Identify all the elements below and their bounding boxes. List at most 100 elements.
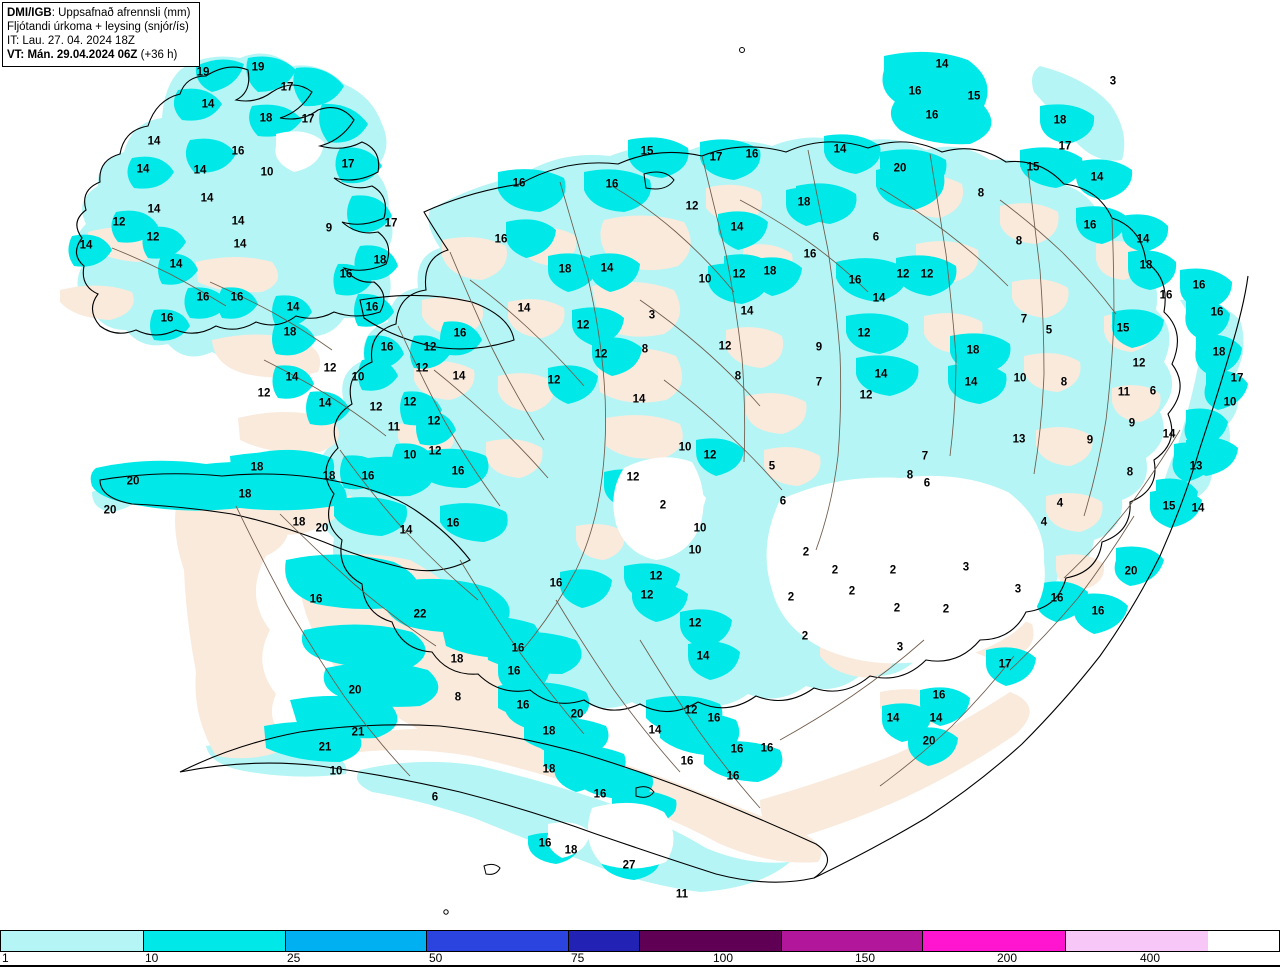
map-value-label: 11 xyxy=(387,421,401,434)
map-value-label: 3 xyxy=(896,641,904,654)
map-value-label: 17 xyxy=(341,158,355,171)
info-subtitle: Fljótandi úrkoma + leysing (snjór/ís) xyxy=(7,21,189,34)
map-value-label: 18 xyxy=(292,516,306,529)
map-value-label: 18 xyxy=(450,653,464,666)
map-value-label: 2 xyxy=(831,564,839,577)
map-value-label: 2 xyxy=(889,564,897,577)
map-value-label: 16 xyxy=(1091,605,1105,618)
map-value-label: 14 xyxy=(517,302,531,315)
map-value-label: 12 xyxy=(732,268,746,281)
map-value-label: 8 xyxy=(1126,466,1134,479)
map-value-label: 14 xyxy=(79,239,93,252)
map-value-label: 10 xyxy=(688,544,702,557)
legend-tick-400: 400 xyxy=(1140,951,1161,965)
map-value-label: 14 xyxy=(929,712,943,725)
map-value-label: 14 xyxy=(648,724,662,737)
map-value-label: 7 xyxy=(921,450,929,463)
map-value-label: 16 xyxy=(451,465,465,478)
map-value-label: 2 xyxy=(848,585,856,598)
legend-tick-100: 100 xyxy=(713,951,734,965)
map-value-label: 10 xyxy=(329,765,343,778)
map-value-label: 16 xyxy=(494,233,508,246)
map-value-label: 18 xyxy=(373,254,387,267)
map-value-label: 12 xyxy=(427,415,441,428)
map-value-label: 21 xyxy=(351,726,365,739)
map-value-label: 16 xyxy=(760,742,774,755)
legend-tick-50: 50 xyxy=(429,951,443,965)
map-value-label: 12 xyxy=(423,341,437,354)
map-value-label: 9 xyxy=(1086,434,1094,447)
map-value-label: 2 xyxy=(801,630,809,643)
map-value-label: 12 xyxy=(718,340,732,353)
map-value-label: 16 xyxy=(511,642,525,655)
map-value-label: 12 xyxy=(857,327,871,340)
map-value-label: 16 xyxy=(516,699,530,712)
legend-band-100 xyxy=(639,931,782,951)
map-value-label: 16 xyxy=(160,312,174,325)
map-value-label: 21 xyxy=(318,741,332,754)
map-value-label: 3 xyxy=(962,561,970,574)
map-value-label: 16 xyxy=(507,665,521,678)
map-value-label: 15 xyxy=(967,90,981,103)
map-value-label: 14 xyxy=(452,370,466,383)
legend-band-200 xyxy=(923,931,1067,951)
map-value-label: 16 xyxy=(339,268,353,281)
coastline xyxy=(75,66,1249,883)
map-value-label: 2 xyxy=(659,499,667,512)
map-value-label: 20 xyxy=(348,684,362,697)
map-value-label: 6 xyxy=(779,495,787,508)
map-value-label: 14 xyxy=(730,221,744,234)
map-value-label: 13 xyxy=(1012,433,1026,446)
map-value-label: 17 xyxy=(709,151,723,164)
map-value-label: 16 xyxy=(196,291,210,304)
map-value-label: 20 xyxy=(315,522,329,535)
map-value-label: 14 xyxy=(231,215,245,228)
map-value-label: 14 xyxy=(872,292,886,305)
map-value-label: 14 xyxy=(833,143,847,156)
map-value-label: 17 xyxy=(301,113,315,126)
legend-band-75 xyxy=(569,931,640,951)
map-value-label: 12 xyxy=(369,401,383,414)
map-value-label: 6 xyxy=(1149,385,1157,398)
info-source: DMI/IGB xyxy=(7,7,52,19)
map-value-label: 18 xyxy=(283,326,297,339)
legend-tick-10: 10 xyxy=(145,951,159,965)
map-value-label: 8 xyxy=(454,691,462,704)
map-value-label: 15 xyxy=(1116,322,1130,335)
map-value-label: 14 xyxy=(632,393,646,406)
map-value-label: 14 xyxy=(169,258,183,271)
map-value-label: 12 xyxy=(859,389,873,402)
map-value-label: 12 xyxy=(547,374,561,387)
legend-tick-75: 75 xyxy=(571,951,585,965)
map-value-label: 20 xyxy=(893,162,907,175)
map-value-label: 16 xyxy=(380,341,394,354)
map-value-label: 14 xyxy=(147,135,161,148)
map-value-label: 10 xyxy=(1223,396,1237,409)
map-value-label: 12 xyxy=(257,387,271,400)
map-value-label: 16 xyxy=(1050,592,1064,605)
map-value-label: 11 xyxy=(1117,386,1131,399)
map-value-label: 14 xyxy=(285,371,299,384)
map-value-label: 18 xyxy=(322,470,336,483)
map-value-label: 14 xyxy=(600,262,614,275)
map-value-label: 16 xyxy=(538,837,552,850)
map-value-label: 18 xyxy=(558,263,572,276)
map-value-label: 12 xyxy=(112,216,126,229)
map-value-label: 17 xyxy=(1058,140,1072,153)
map-value-label: 14 xyxy=(964,376,978,389)
map-value-label: 5 xyxy=(1045,324,1053,337)
map-value-label: 14 xyxy=(886,712,900,725)
map-value-label: 16 xyxy=(453,327,467,340)
map-value-label: 22 xyxy=(413,608,427,621)
map-value-label: 16 xyxy=(1210,306,1224,319)
glacier-area xyxy=(275,131,1045,869)
map-value-label: 10 xyxy=(678,441,692,454)
map-value-label: 6 xyxy=(431,791,439,804)
map-value-label: 10 xyxy=(260,166,274,179)
inland-boundaries xyxy=(111,149,1181,809)
map-value-label: 18 xyxy=(259,112,273,125)
map-value-label: 16 xyxy=(309,593,323,606)
map-value-label: 14 xyxy=(201,98,215,111)
legend-band-400 xyxy=(1066,931,1208,951)
map-value-label: 9 xyxy=(815,341,823,354)
